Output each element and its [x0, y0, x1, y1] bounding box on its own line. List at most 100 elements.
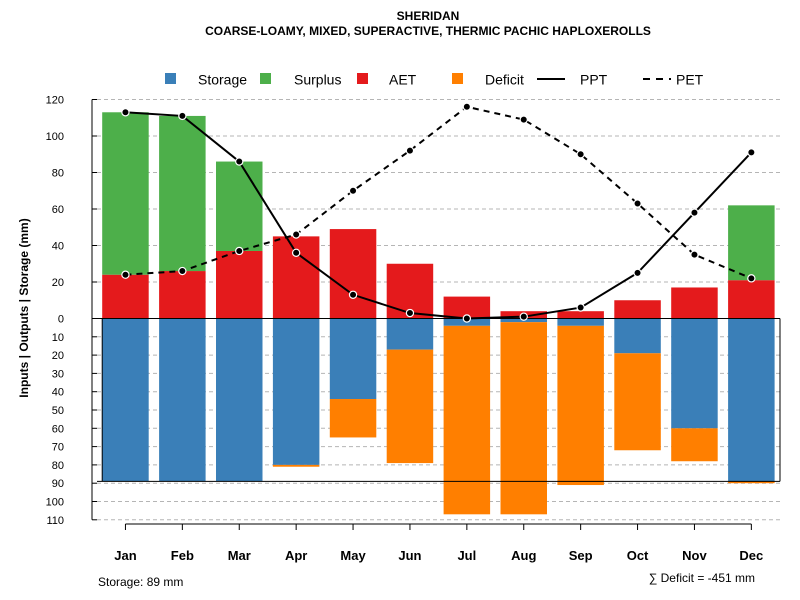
deficit-bar — [272, 464, 320, 467]
deficit-bar — [557, 325, 604, 486]
pet-point — [121, 270, 130, 279]
aet-bar — [329, 229, 377, 319]
bars — [102, 112, 775, 515]
aet-bar — [102, 274, 149, 319]
deficit-bar — [614, 353, 661, 451]
y-tick-label: 0 — [58, 314, 64, 326]
x-tick-label: Jul — [457, 548, 476, 563]
storage-bar — [159, 318, 206, 482]
deficit-note: ∑ Deficit = -451 mm — [649, 571, 755, 585]
aet-bar — [557, 311, 604, 319]
storage-bar — [728, 318, 775, 482]
legend-deficit-label: Deficit — [485, 72, 524, 88]
y-axis-label: Inputs | Outputs | Storage (mm) — [17, 218, 31, 397]
ppt-point — [291, 248, 301, 257]
x-tick-label: Feb — [171, 548, 194, 563]
y-tick-label: 60 — [52, 204, 64, 216]
x-tick-label: Dec — [739, 548, 763, 563]
y-tick-label: 40 — [52, 387, 64, 399]
ppt-line — [125, 111, 753, 320]
storage-bar — [614, 318, 661, 354]
aet-bar — [728, 280, 775, 319]
aet-bar — [614, 300, 661, 319]
ppt-point — [405, 308, 415, 318]
pet-point — [178, 266, 187, 276]
ppt-point — [633, 268, 642, 278]
storage-bar — [329, 318, 377, 400]
y-tick-label: 20 — [52, 277, 64, 289]
y-tick-label: 60 — [52, 423, 64, 435]
x-tick-label: Mar — [228, 548, 251, 563]
legend-storage-label: Storage — [198, 72, 247, 88]
legend: Storage Surplus AET Deficit PPT PET — [165, 72, 704, 88]
y-tick-label: 30 — [52, 368, 64, 380]
pet-point — [633, 199, 642, 208]
storage-bar — [671, 318, 718, 429]
legend-deficit-swatch — [452, 73, 463, 84]
pet-point — [348, 186, 358, 195]
storage-bar — [216, 318, 263, 482]
x-tick-label: Aug — [511, 548, 536, 563]
legend-ppt-label: PPT — [580, 72, 608, 88]
y-tick-label: 100 — [46, 497, 64, 509]
surplus-bar — [216, 161, 263, 251]
x-tick-label: Nov — [682, 548, 707, 563]
aet-bar — [159, 271, 206, 319]
legend-pet-label: PET — [676, 72, 704, 88]
deficit-bar — [329, 399, 377, 438]
x-tick-label: Apr — [285, 548, 307, 563]
aet-bar — [671, 287, 718, 319]
pet-point — [747, 274, 756, 283]
storage-bar — [557, 318, 604, 326]
reference-lines — [97, 318, 781, 482]
ppt-point — [348, 290, 358, 299]
pet-point — [576, 150, 585, 159]
chart-title: SHERIDAN — [397, 9, 460, 23]
surplus-bar — [102, 112, 149, 275]
pet-point — [291, 230, 301, 239]
storage-bar — [102, 318, 149, 482]
pet-point — [519, 115, 528, 124]
y-tick-label: 90 — [52, 478, 64, 490]
deficit-bar — [728, 481, 775, 484]
y-tick-label: 20 — [52, 350, 64, 362]
storage-note: Storage: 89 mm — [98, 575, 183, 589]
ppt-point — [519, 312, 528, 321]
legend-surplus-swatch — [260, 73, 271, 84]
legend-aet-label: AET — [389, 72, 417, 88]
axes: 0 20 40 60 80 100 120 10 20 30 40 50 60 70 80 90 100 110 J… — [46, 95, 764, 564]
legend-aet-swatch — [357, 73, 368, 84]
x-tick-label: Jun — [398, 548, 421, 563]
y-tick-label: 110 — [46, 515, 64, 527]
y-tick-label: 10 — [52, 332, 64, 344]
ppt-point — [235, 157, 244, 166]
ppt-point — [178, 111, 187, 121]
storage-bar — [272, 318, 320, 465]
storage-bar — [386, 318, 434, 350]
series-lines — [121, 102, 756, 323]
y-tick-label: 80 — [52, 460, 64, 472]
y-tick-label: 80 — [52, 168, 64, 180]
pet-point — [462, 102, 472, 112]
aet-bar — [443, 296, 491, 319]
y-tick-label: 100 — [46, 131, 64, 143]
x-tick-label: Oct — [627, 548, 649, 563]
ppt-point — [747, 148, 756, 157]
deficit-bar — [386, 349, 434, 464]
y-tick-label: 120 — [46, 95, 64, 107]
x-tick-label: Jan — [114, 548, 136, 563]
x-tick-label: May — [340, 548, 366, 563]
surplus-bar — [159, 115, 206, 272]
ppt-point — [576, 303, 585, 312]
gridlines — [97, 99, 780, 521]
y-tick-label: 70 — [52, 442, 64, 454]
deficit-bar — [443, 325, 491, 515]
legend-storage-swatch — [165, 73, 176, 84]
y-tick-label: 40 — [52, 241, 64, 253]
legend-surplus-label: Surplus — [294, 72, 341, 88]
x-tick-label: Sep — [569, 548, 593, 563]
deficit-bar — [500, 322, 547, 515]
chart-subtitle: COARSE-LOAMY, MIXED, SUPERACTIVE, THERMI… — [205, 24, 651, 38]
pet-point — [235, 246, 244, 256]
